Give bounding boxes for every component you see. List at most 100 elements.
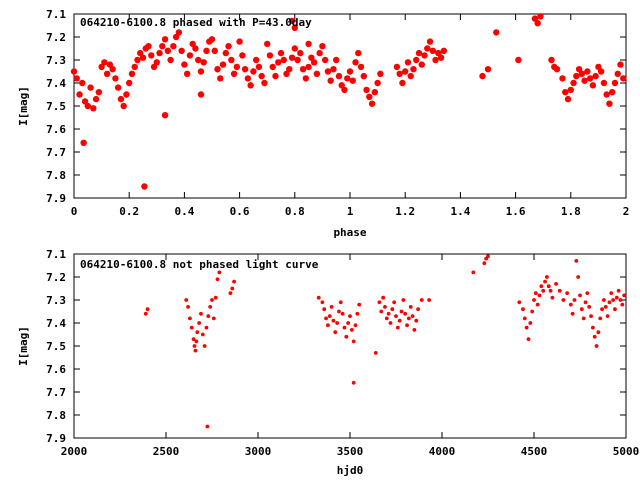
phased-data-point [294,56,301,64]
unphased-data-point [412,328,417,332]
unphased-y-axis: 7.1 7.2 7.3 7.4 7.5 7.6 7.7 7.8 7.9 [46,248,626,445]
phased-data-point [606,100,613,107]
unphased-data-point [349,328,354,332]
unphased-x-tick-label: 2500 [153,445,180,458]
phased-data-point [275,59,282,66]
phased-data-point [261,79,268,87]
unphased-data-point [596,330,601,335]
unphased-data-point [532,298,536,302]
phased-data-point [286,66,293,73]
phased-data-point [592,72,599,80]
phased-data-point [159,43,166,50]
unphased-data-point [384,316,389,321]
phased-data-point [567,86,574,94]
unphased-data-point [550,295,555,300]
unphased-data-points [143,254,627,429]
unphased-data-point [528,321,533,325]
phased-y-tick-label: 7.5 [46,100,66,113]
unphased-data-point [338,300,343,305]
unphased-data-point [197,321,202,325]
unphased-x-tick-label: 3500 [337,445,364,458]
phased-data-point [123,91,130,98]
unphased-data-point [603,305,608,309]
phased-chart: 7.1 7.2 7.3 7.4 7.5 7.6 7.7 7.8 7.9 0 0.2 0.4 0.6 0.… [17,8,629,239]
unphased-data-point [548,288,553,293]
phased-data-point [80,139,87,146]
unphased-data-point [188,316,192,321]
phased-data-point [297,49,304,57]
unphased-data-point [530,309,535,314]
phased-data-point [211,47,218,54]
phased-data-point [106,61,114,68]
unphased-data-point [388,321,393,325]
phased-data-point [250,68,257,75]
phased-data-point [374,79,381,87]
phased-data-point [310,59,318,66]
phased-data-point [214,66,221,73]
unphased-data-point [561,298,566,302]
unphased-data-point [344,334,349,339]
phased-x-tick-label: 2 [623,205,630,218]
phased-data-point [109,66,116,73]
unphased-data-point [578,293,582,298]
phased-data-point [418,61,425,68]
unphased-data-point [357,302,362,307]
unphased-y-axis-label: I[mag] [17,326,30,366]
phased-data-point [189,40,196,48]
phased-data-point [164,47,172,54]
unphased-y-tick-label: 7.5 [46,340,66,353]
unphased-data-point [592,334,597,339]
phased-data-point [239,52,246,59]
unphased-data-point [320,300,325,305]
phased-data-point [410,66,417,73]
unphased-data-point [602,298,606,302]
unphased-data-point [327,314,332,318]
phased-data-point [264,40,271,48]
phased-data-point [156,49,163,57]
phased-data-point [222,49,229,57]
unphased-data-point [193,348,198,353]
phased-data-point [134,56,141,64]
phased-data-points [70,13,627,190]
unphased-data-point [373,351,378,355]
phased-data-point [172,33,180,41]
phased-data-point [493,29,500,36]
unphased-data-point [576,275,581,279]
unphased-data-point [524,325,529,330]
phased-data-point [344,75,351,82]
phased-data-point [175,29,183,36]
unphased-data-point [205,424,210,429]
phased-data-point [90,105,97,112]
unphased-data-point [192,344,197,348]
phased-y-tick-label: 7.8 [46,169,66,182]
phased-data-point [573,72,580,80]
phased-data-point [614,70,621,78]
unphased-x-tick-label: 3000 [245,445,272,458]
unphased-data-point [202,344,207,348]
unphased-data-point [394,314,398,318]
phased-data-point [316,49,323,57]
phased-data-point [225,43,232,50]
phased-data-point [230,70,238,78]
phased-data-point [228,56,235,64]
unphased-data-point [379,309,384,314]
unphased-data-point [403,311,408,316]
phased-data-point [324,68,332,75]
unphased-data-point [618,298,623,302]
unphased-data-point [594,344,599,348]
phased-y-tick-label: 7.3 [46,54,66,67]
unphased-y-tick-label: 7.4 [46,317,66,330]
phased-x-tick-label: 0.8 [285,205,305,218]
phased-data-point [355,49,362,57]
phased-data-point [620,75,627,82]
unphased-data-point [537,293,542,298]
unphased-data-point [210,298,214,302]
unphased-data-point [414,318,419,323]
phased-data-point [368,100,376,107]
unphased-data-point [622,293,627,298]
phased-data-point [153,59,160,66]
unphased-data-point [333,330,338,335]
phased-data-point [413,56,420,64]
